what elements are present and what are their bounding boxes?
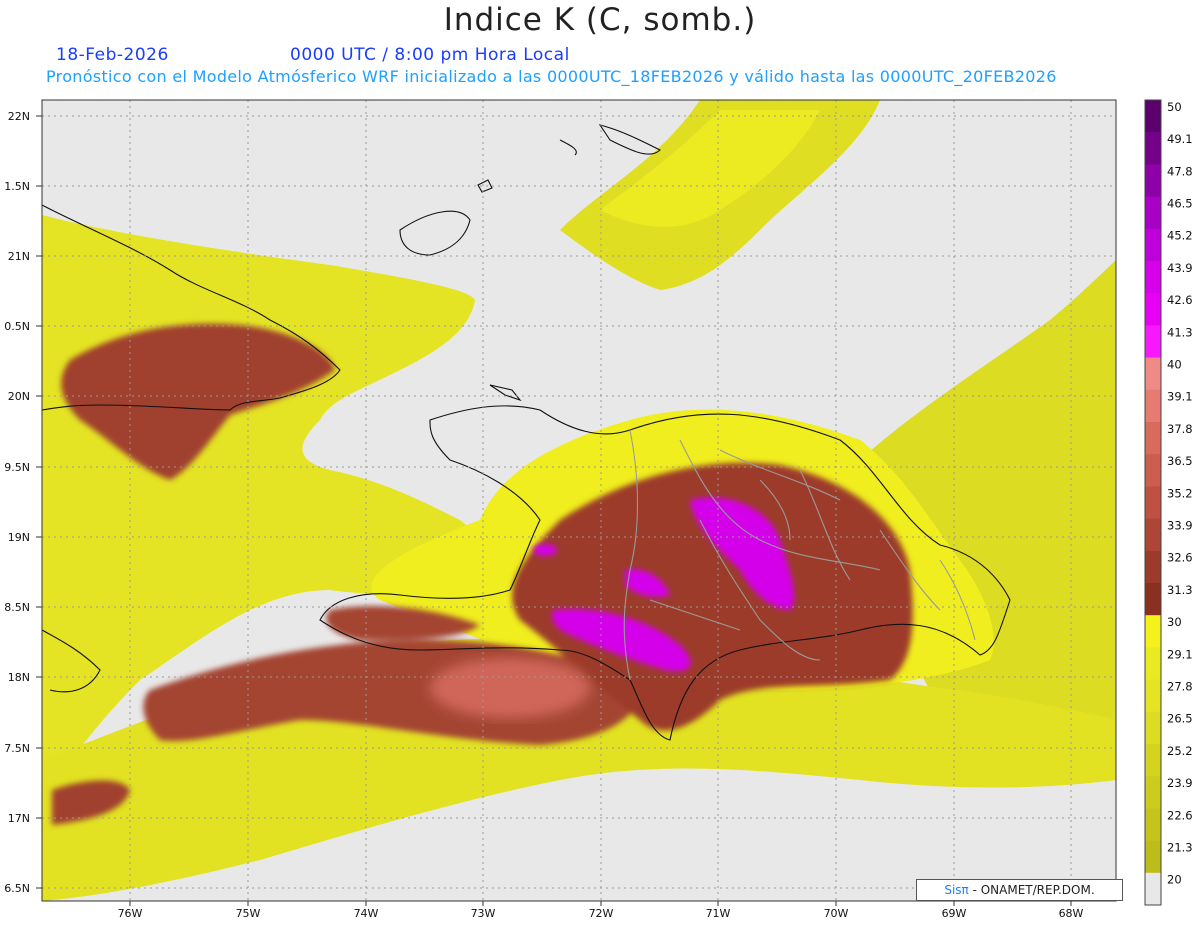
credit-logo: Sisπ	[944, 883, 969, 897]
lat-label: 1.5N	[4, 180, 30, 193]
colorbar-label: 29.1	[1167, 647, 1193, 661]
colorbar-label: 35.2	[1167, 486, 1193, 500]
colorbar-swatch	[1145, 422, 1161, 455]
field-cuba-brown	[61, 323, 336, 480]
k-index-field	[42, 100, 1116, 901]
field-tiburon-brown	[326, 605, 480, 640]
colorbar-swatch	[1145, 776, 1161, 809]
lat-label: 21N	[8, 250, 30, 263]
colorbar-label: 32.6	[1167, 551, 1193, 565]
colorbar-swatch	[1145, 679, 1161, 713]
lon-label: 75W	[236, 907, 261, 920]
colorbar: 50 49.1 47.8 46.5 45.2 43.9 42.6 41.3 40 39.1 37.8…	[1144, 99, 1193, 906]
colorbar-swatch	[1145, 711, 1161, 745]
lat-label: 20N	[8, 390, 30, 403]
colorbar-label: 46.5	[1167, 196, 1193, 210]
credit-text: - ONAMET/REP.DOM.	[968, 883, 1095, 897]
lon-ticks	[129, 901, 1072, 906]
lat-label: 22N	[8, 110, 30, 123]
field-max-west	[533, 544, 557, 556]
lat-label: 17N	[8, 812, 30, 825]
latitude-labels: 22N 1.5N 21N 0.5N 20N 9.5N 19N 8.5N 18N …	[4, 110, 30, 895]
coastlines	[42, 124, 1011, 741]
colorbar-label: 47.8	[1167, 164, 1193, 178]
colorbar-swatch	[1145, 583, 1161, 616]
colorbar-swatch	[1145, 486, 1161, 520]
plot-frame	[41, 99, 1117, 902]
lon-label: 76W	[118, 907, 143, 920]
colorbar-swatch	[1145, 100, 1161, 133]
lon-label: 74W	[354, 907, 379, 920]
lon-label: 69W	[942, 907, 967, 920]
lat-label: 7.5N	[4, 742, 30, 755]
colorbar-label: 20	[1167, 873, 1182, 887]
lat-label: 0.5N	[4, 320, 30, 333]
lon-label: 68W	[1059, 907, 1084, 920]
colorbar-label: 33.9	[1167, 518, 1193, 532]
lat-label: 19N	[8, 531, 30, 544]
field-max-north	[690, 497, 795, 610]
field-south-pink	[430, 658, 590, 718]
colorbar-label: 31.3	[1167, 583, 1193, 597]
longitude-labels: 76W 75W 74W 73W 72W 71W 70W 69W 68W	[118, 907, 1084, 920]
colorbar-label: 41.3	[1167, 325, 1193, 339]
colorbar-swatch	[1145, 164, 1161, 198]
forecast-time: 0000 UTC / 8:00 pm Hora Local	[290, 45, 570, 65]
lat-label: 8.5N	[4, 601, 30, 614]
lon-label: 70W	[824, 907, 849, 920]
lat-label: 18N	[8, 671, 30, 684]
colorbar-swatch	[1145, 261, 1161, 294]
colorbar-label: 50	[1167, 100, 1182, 114]
colorbar-swatch	[1145, 615, 1161, 648]
colorbar-label: 49.1	[1167, 132, 1193, 146]
lat-label: 6.5N	[4, 882, 30, 895]
colorbar-swatch	[1145, 518, 1161, 552]
colorbar-swatch	[1145, 744, 1161, 777]
colorbar-swatch	[1145, 454, 1161, 487]
credit-box: Sisπ - ONAMET/REP.DOM.	[916, 879, 1123, 901]
colorbar-label: 30	[1167, 615, 1182, 629]
colorbar-swatch	[1145, 196, 1161, 230]
colorbar-label: 36.5	[1167, 454, 1193, 468]
field-sw-brown	[52, 780, 130, 825]
colorbar-swatch	[1145, 228, 1161, 262]
colorbar-label: 40	[1167, 357, 1182, 371]
colorbar-label: 39.1	[1167, 390, 1193, 404]
lon-label: 72W	[589, 907, 614, 920]
field-bahamas-core	[600, 110, 820, 227]
colorbar-swatch	[1145, 357, 1161, 391]
colorbar-swatch	[1145, 550, 1161, 584]
colorbar-swatch	[1145, 325, 1161, 359]
colorbar-swatch	[1145, 132, 1161, 165]
colorbar-label: 43.9	[1167, 261, 1193, 275]
lon-label: 71W	[706, 907, 731, 920]
colorbar-swatch	[1145, 872, 1161, 906]
lat-ticks	[36, 115, 42, 889]
forecast-date: 18-Feb-2026	[56, 45, 169, 65]
colorbar-frame	[1144, 99, 1162, 906]
colorbar-swatch	[1145, 293, 1161, 326]
colorbar-swatch	[1145, 808, 1161, 842]
field-max-center	[625, 569, 670, 597]
colorbar-label: 25.2	[1167, 744, 1193, 758]
field-hispaniola-brown	[512, 462, 913, 731]
colorbar-label: 22.6	[1167, 808, 1193, 822]
colorbar-swatch	[1145, 840, 1161, 874]
colorbar-label: 37.8	[1167, 422, 1193, 436]
forecast-description: Pronóstico con el Modelo Atmósferico WRF…	[46, 67, 1057, 86]
colorbar-label: 42.6	[1167, 293, 1193, 307]
colorbar-label: 26.5	[1167, 712, 1193, 726]
colorbar-label: 21.3	[1167, 840, 1193, 854]
field-max-south	[551, 609, 691, 672]
map-title: Indice K (C, somb.)	[443, 2, 757, 38]
colorbar-label: 45.2	[1167, 229, 1193, 243]
colorbar-swatch	[1145, 647, 1161, 681]
lat-label: 9.5N	[4, 461, 30, 474]
colorbar-label: 23.9	[1167, 776, 1193, 790]
colorbar-label: 27.8	[1167, 679, 1193, 693]
colorbar-swatch	[1145, 389, 1161, 423]
lon-label: 73W	[471, 907, 496, 920]
provincial-borders	[623, 429, 976, 681]
